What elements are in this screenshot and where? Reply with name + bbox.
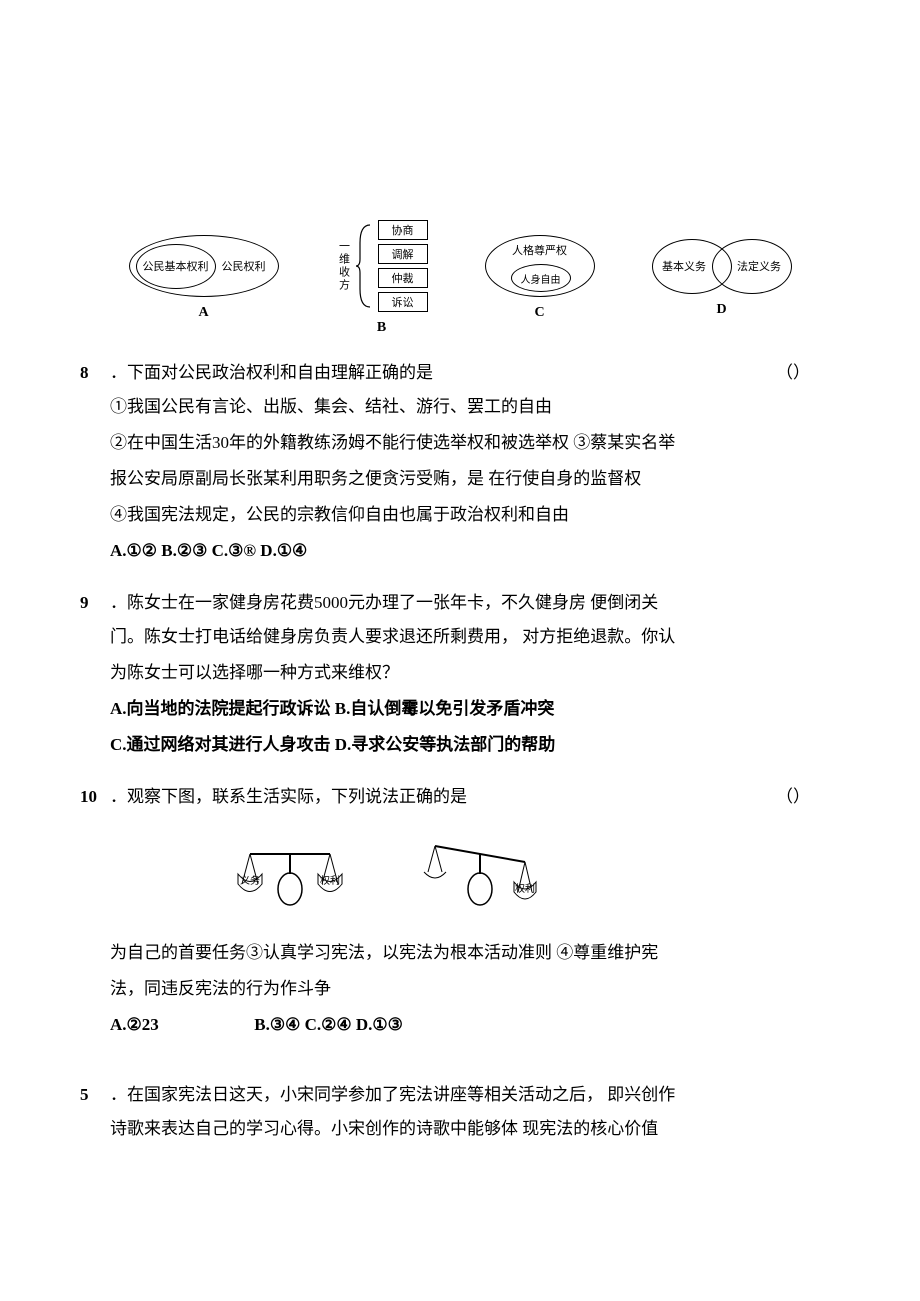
q5-line-0: 诗歌来表达自己的学习心得。小宋创作的诗歌中能够体 现宪法的核心价值 — [110, 1112, 840, 1146]
box-item-2: 仲裁 — [378, 268, 428, 288]
q9-optC: C.通过网络对其进行人身攻击 — [110, 735, 331, 754]
q8-body: ①我国公民有言论、出版、集会、结社、游行、罢工的自由 ②在中国生活30年的外籍教… — [80, 390, 840, 532]
diagram-c: 人格尊严权 人身自由 C — [485, 235, 595, 321]
question-10: 10 ．观察下图，联系生活实际，下列说法正确的是 （） 义务 权利 — [80, 780, 840, 1042]
q8-line-0: ①我国公民有言论、出版、集会、结社、游行、罢工的自由 — [110, 390, 840, 424]
q10-paren: （） — [776, 780, 840, 814]
q9-options-row2: C.通过网络对其进行人身攻击 D.寻求公安等执法部门的帮助 — [110, 728, 840, 762]
q9-number: 9 — [80, 586, 110, 620]
q9-line-1: 为陈女士可以选择哪一种方式来维权？ — [110, 656, 840, 690]
question-9: 9 ．陈女士在一家健身房花费5000元办理了一张年卡，不久健身房 便倒闭关 门。… — [80, 586, 840, 762]
diagram-c-label: C — [534, 305, 544, 321]
q9-optA: A.向当地的法院提起行政诉讼 — [110, 699, 331, 718]
diagram-b: 一维收方 协商 调解 仲裁 诉讼 B — [336, 220, 428, 336]
q10-stem: ．观察下图，联系生活实际，下列说法正确的是 — [110, 780, 776, 814]
q8-line-3: ④我国宪法规定，公民的宗教信仰自由也属于政治权利和自由 — [110, 498, 840, 532]
q9-body: 门。陈女士打电话给健身房负责人要求退还所剩费用， 对方拒绝退款。你认 为陈女士可… — [80, 620, 840, 762]
diagram-b-label: B — [377, 320, 386, 336]
diagram-a-label: A — [198, 305, 208, 321]
q9-header: 9 ．陈女士在一家健身房花费5000元办理了一张年卡，不久健身房 便倒闭关 — [80, 586, 840, 620]
q10-number: 10 — [80, 780, 110, 814]
diagram-c-inner: 人身自由 — [511, 264, 571, 292]
diagram-d-content: 基本义务 法定义务 — [652, 239, 792, 294]
diagram-b-vertical: 一维收方 — [336, 240, 352, 292]
q9-line-0: 门。陈女士打电话给健身房负责人要求退还所剩费用， 对方拒绝退款。你认 — [110, 620, 840, 654]
balance2-right-label: 权利 — [515, 882, 535, 895]
q8-stem: ．下面对公民政治权利和自由理解正确的是 — [110, 356, 776, 390]
q8-line-2: 报公安局原副局长张某利用职务之便贪污受贿，是 在行使自身的监督权 — [110, 462, 840, 496]
balance-left-label: 义务 — [240, 874, 260, 887]
diagram-d: 基本义务 法定义务 D — [652, 239, 792, 318]
diagram-c-outer: 人格尊严权 人身自由 — [485, 235, 595, 297]
balance-illustration: 义务 权利 权利 — [200, 824, 560, 914]
q10-line-0: 为自己的首要任务③认真学习宪法，以宪法为根本活动准则 ④尊重维护宪 — [110, 936, 840, 970]
question-8: 8 ．下面对公民政治权利和自由理解正确的是 （） ①我国公民有言论、出版、集会、… — [80, 356, 840, 568]
q10-figure-row: 义务 权利 权利 — [80, 824, 840, 926]
diagram-a-inner-text: 公民基本权利 — [143, 258, 209, 274]
diagram-b-content: 一维收方 协商 调解 仲裁 诉讼 — [336, 220, 428, 312]
q9-stem: ．陈女士在一家健身房花费5000元办理了一张年卡，不久健身房 便倒闭关 — [110, 586, 840, 620]
ellipse-a-inner: 公民基本权利 — [136, 244, 216, 289]
diagram-d-left-text: 基本义务 — [662, 258, 721, 274]
diagram-a: 公民基本权利 公民权利 A — [129, 235, 279, 321]
q8-header: 8 ．下面对公民政治权利和自由理解正确的是 （） — [80, 356, 840, 390]
diagram-c-outer-text: 人格尊严权 — [512, 242, 567, 258]
q10-options: A.②23 B.③④ C.②④ D.①③ — [80, 1008, 840, 1042]
diagram-row: 公民基本权利 公民权利 A 一维收方 协商 调解 仲裁 诉讼 B 人格尊严权 人… — [80, 220, 840, 336]
box-item-1: 调解 — [378, 244, 428, 264]
q9-optD: D.寻求公安等执法部门的帮助 — [335, 735, 556, 754]
q10-body: 为自己的首要任务③认真学习宪法，以宪法为根本活动准则 ④尊重维护宪 法，同违反宪… — [80, 936, 840, 1006]
question-5: 5 ．在国家宪法日这天，小宋同学参加了宪法讲座等相关活动之后， 即兴创作 诗歌来… — [80, 1078, 840, 1146]
q8-number: 8 — [80, 356, 110, 390]
diagram-b-list: 协商 调解 仲裁 诉讼 — [378, 220, 428, 312]
q10-header: 10 ．观察下图，联系生活实际，下列说法正确的是 （） — [80, 780, 840, 814]
q5-header: 5 ．在国家宪法日这天，小宋同学参加了宪法讲座等相关活动之后， 即兴创作 — [80, 1078, 840, 1112]
q10-line-1: 法，同违反宪法的行为作斗争 — [110, 972, 840, 1006]
bracket-icon — [356, 223, 374, 309]
q10-optD: D.①③ — [356, 1015, 403, 1034]
diagram-d-left: 基本义务 — [652, 239, 732, 294]
diagram-a-outer-text: 公民权利 — [222, 258, 266, 274]
q10-optB: B.③④ — [254, 1015, 300, 1034]
diagram-c-inner-text: 人身自由 — [521, 271, 561, 286]
q8-line-1: ②在中国生活30年的外籍教练汤姆不能行使选举权和被选举权 ③蔡某实名举 — [110, 426, 840, 460]
diagram-d-label: D — [716, 302, 726, 318]
q8-options: A.①② B.②③ C.③® D.①④ — [80, 534, 840, 568]
box-item-0: 协商 — [378, 220, 428, 240]
balance-right-label: 权利 — [320, 874, 340, 887]
q5-number: 5 — [80, 1078, 110, 1112]
q5-body: 诗歌来表达自己的学习心得。小宋创作的诗歌中能够体 现宪法的核心价值 — [80, 1112, 840, 1146]
q9-optB: B.自认倒霉以免引发矛盾冲突 — [335, 699, 555, 718]
q10-optA: A.②23 — [110, 1008, 250, 1042]
q8-paren: （） — [776, 356, 840, 390]
q5-stem: ．在国家宪法日这天，小宋同学参加了宪法讲座等相关活动之后， 即兴创作 — [110, 1078, 840, 1112]
q10-optC: C.②④ — [305, 1015, 352, 1034]
box-item-3: 诉讼 — [378, 292, 428, 312]
q9-options-row1: A.向当地的法院提起行政诉讼 B.自认倒霉以免引发矛盾冲突 — [110, 692, 840, 726]
ellipse-a-outer: 公民基本权利 公民权利 — [129, 235, 279, 297]
